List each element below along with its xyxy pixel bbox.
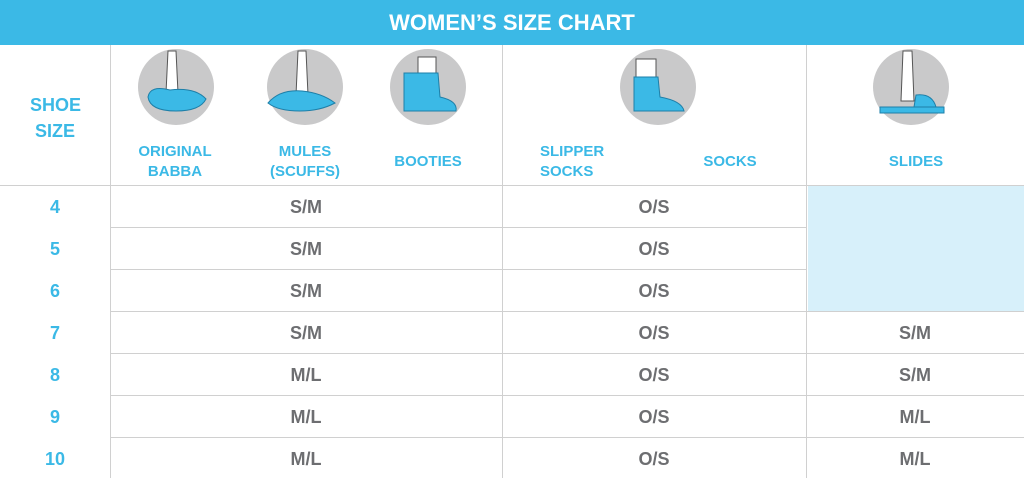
row-divider [806, 437, 1024, 438]
column-divider [806, 45, 807, 478]
row-divider [0, 185, 1024, 186]
sock-size: O/S [638, 449, 670, 469]
icons [138, 49, 949, 125]
column-header: ORIGINAL BABBA [138, 143, 212, 180]
row-divider [110, 269, 806, 270]
sock-size: O/S [638, 407, 670, 427]
row-divider [110, 311, 806, 312]
shoe-size: 7 [49, 323, 60, 343]
slipper-size: M/L [290, 407, 322, 427]
column-header: SLIDES [888, 153, 944, 170]
empty-cell [808, 186, 1024, 311]
slide-size: M/L [899, 407, 931, 427]
row-divider [806, 311, 1024, 312]
row-divider [806, 353, 1024, 354]
slipper-size: M/L [290, 449, 322, 469]
column-header: SOCKS [703, 153, 757, 170]
slide-size: M/L [899, 449, 931, 469]
row-divider [806, 395, 1024, 396]
column-header: SLIPPER SOCKS [540, 143, 605, 180]
row-divider [110, 227, 806, 228]
column-divider [110, 45, 111, 478]
slipper-size: S/M [289, 323, 322, 343]
shoe-size: 5 [49, 239, 60, 259]
slipper-size: M/L [290, 365, 322, 385]
column-header: BOOTIES [394, 153, 462, 170]
shoe-size: 8 [49, 365, 60, 385]
column-divider [502, 45, 503, 478]
slipper-size: S/M [289, 197, 322, 217]
slide-size: S/M [898, 323, 931, 343]
slipper-size: S/M [289, 281, 322, 301]
sock-size: O/S [638, 197, 670, 217]
row-divider [110, 353, 806, 354]
shoe-size: 4 [49, 197, 60, 217]
row-divider [110, 395, 806, 396]
sock-size: O/S [638, 239, 670, 259]
size-header: SHOE SIZE [30, 95, 82, 141]
shoe-size: 6 [49, 281, 60, 301]
sock-size: O/S [638, 365, 670, 385]
title: WOMEN’S SIZE CHART [0, 0, 1024, 45]
slipper-size: S/M [289, 239, 322, 259]
slide-size: S/M [898, 365, 931, 385]
column-header: MULES (SCUFFS) [270, 143, 340, 180]
shoe-size: 9 [49, 407, 60, 427]
sock-size: O/S [638, 323, 670, 343]
row-divider [110, 437, 806, 438]
shoe-size: 10 [44, 449, 66, 469]
sock-size: O/S [638, 281, 670, 301]
